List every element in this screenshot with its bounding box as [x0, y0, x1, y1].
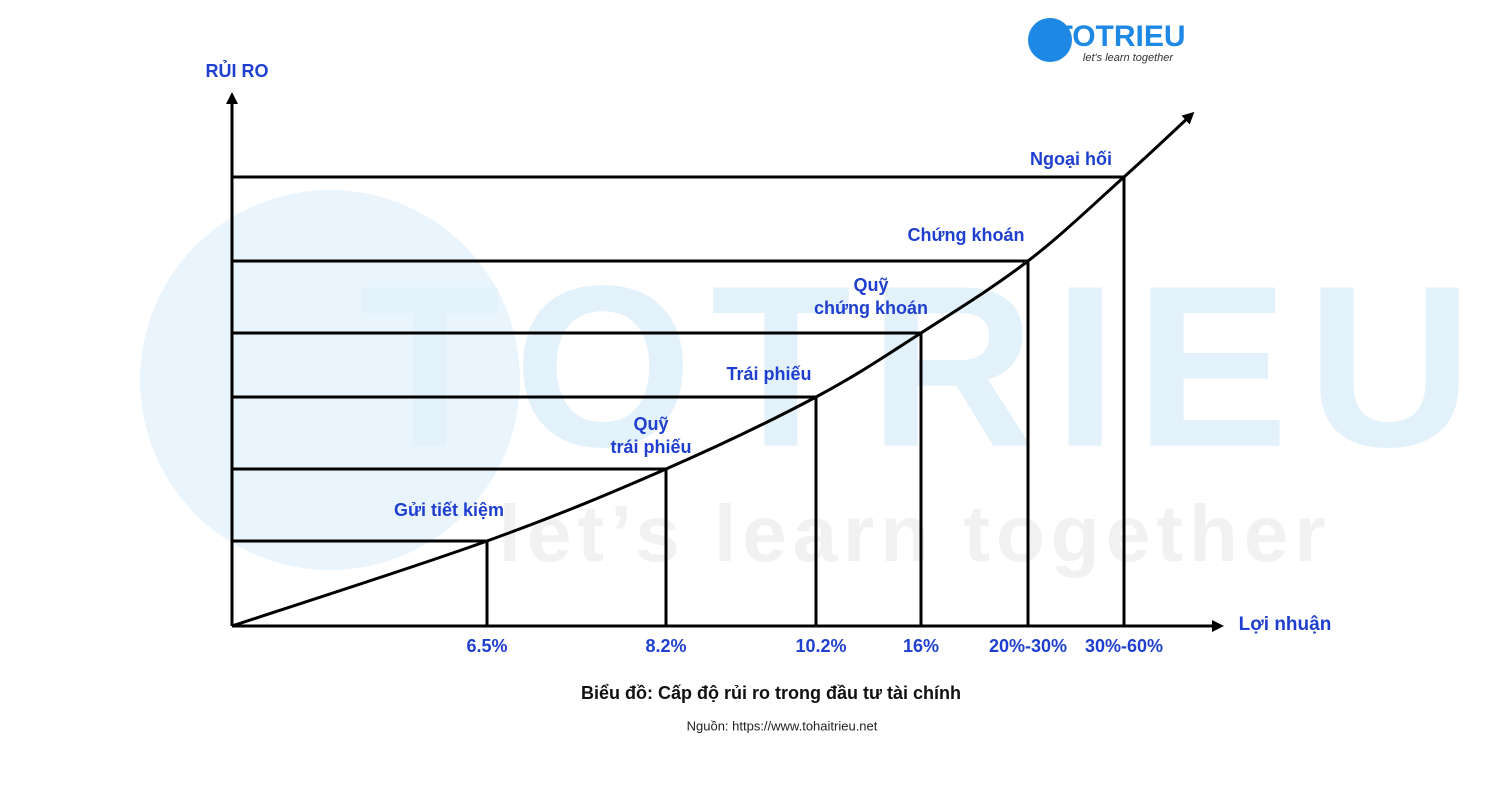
watermark-name: TOTRIEU: [359, 238, 1490, 495]
asset-label: Quỹ: [853, 275, 888, 295]
asset-label: trái phiếu: [610, 437, 691, 457]
return-label: 8.2%: [645, 636, 686, 656]
asset-label: Chứng khoán: [907, 225, 1024, 245]
logo: TOTRIEU let's learn together: [1028, 18, 1186, 64]
asset-label: Ngoại hối: [1030, 149, 1112, 169]
watermark-logo: [140, 190, 520, 570]
logo-tagline: let's learn together: [1083, 52, 1174, 64]
risk-curve: [231, 111, 1195, 628]
logo-icon: [1028, 18, 1072, 62]
source: Nguồn: https://www.tohaitrieu.net: [687, 718, 878, 733]
return-label: 30%-60%: [1085, 636, 1163, 656]
y-axis-label: RỦI RO: [206, 60, 269, 81]
return-label: 16%: [903, 636, 939, 656]
asset-label: Quỹ: [633, 414, 668, 434]
asset-label: Gửi tiết kiệm: [394, 500, 504, 520]
logo-name: TOTRIEU: [1054, 20, 1185, 53]
watermark-tagline: let’s learn together: [499, 489, 1332, 578]
return-label: 10.2%: [795, 636, 846, 656]
return-label: 6.5%: [466, 636, 507, 656]
asset-label: Trái phiếu: [726, 364, 811, 384]
x-axis-label: Lợi nhuận: [1239, 614, 1332, 635]
asset-label: chứng khoán: [814, 298, 928, 318]
plot: 6.5% Gửi tiết kiệm 8.2% Quỹ trái phiếu 10.2% T…: [231, 111, 1195, 656]
return-label: 20%-30%: [989, 636, 1067, 656]
caption: Biểu đồ: Cấp độ rủi ro trong đầu tư tài …: [581, 683, 961, 703]
watermark: TOTRIEU let’s learn together: [140, 190, 1490, 578]
